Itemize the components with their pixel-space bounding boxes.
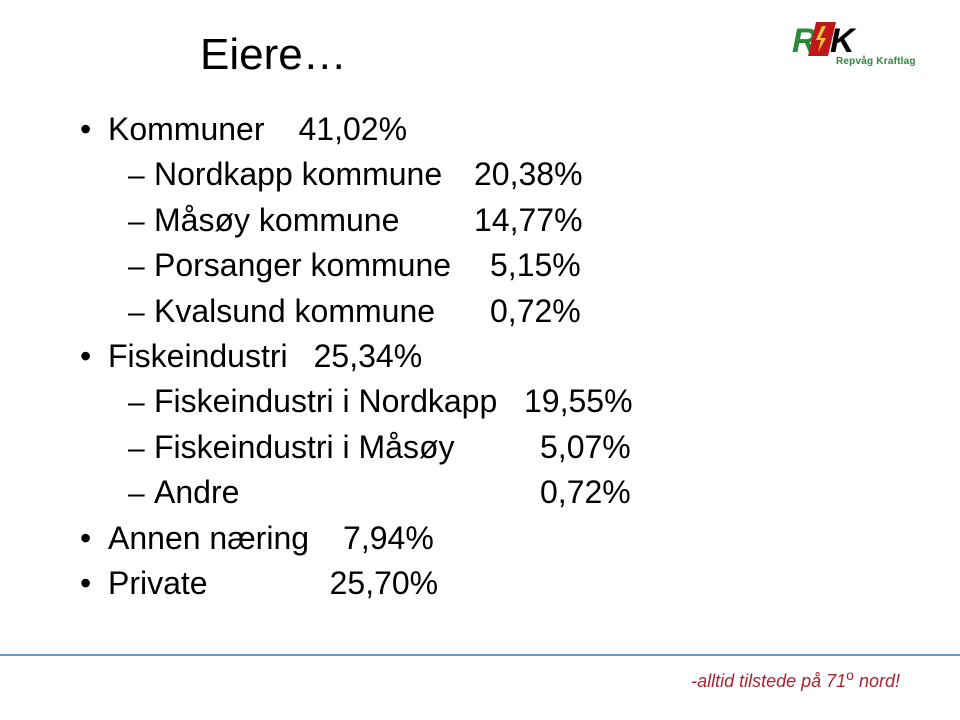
dash-icon: –: [128, 383, 154, 424]
item-value: 0,72%: [540, 471, 631, 514]
logo-company-name: Repvåg Kraftlag: [836, 56, 916, 67]
logo-svg: R K: [792, 20, 932, 80]
item-value: 0,72%: [490, 290, 581, 333]
dash-icon: –: [128, 156, 154, 197]
group-total: 25,70%: [330, 562, 439, 605]
item-label: Fiskeindustri i Måsøy: [154, 426, 540, 469]
list-item: – Fiskeindustri i Nordkapp 19,55%: [128, 380, 900, 424]
item-label: Kvalsund kommune: [154, 290, 490, 333]
list-item: – Nordkapp kommune 20,38%: [128, 153, 900, 197]
degree-symbol: o: [846, 667, 854, 683]
dash-icon: –: [128, 247, 154, 288]
dash-icon: –: [128, 474, 154, 515]
group-total: 7,94%: [343, 517, 434, 560]
list-item: – Fiskeindustri i Måsøy 5,07%: [128, 426, 900, 470]
item-label: Andre: [154, 471, 540, 514]
item-label: Porsanger kommune: [154, 244, 490, 287]
item-value: 20,38%: [474, 153, 583, 196]
list-item: – Andre 0,72%: [128, 471, 900, 515]
item-value: 5,07%: [540, 426, 631, 469]
tagline-prefix: -alltid tilstede på 71: [691, 671, 846, 691]
slide: R K Repvåg Kraftlag Eiere… • Kommuner 41…: [0, 0, 960, 720]
footer-tagline: -alltid tilstede på 71o nord!: [691, 667, 900, 692]
bullet-icon: •: [80, 335, 108, 378]
group-label: Private: [108, 562, 208, 605]
bullet-icon: •: [80, 562, 108, 605]
group-total: 25,34%: [314, 335, 423, 378]
group-private: • Private 25,70%: [80, 562, 900, 605]
bullet-icon: •: [80, 108, 108, 151]
bullet-icon: •: [80, 517, 108, 560]
item-label: Måsøy kommune: [154, 199, 474, 242]
company-logo: R K Repvåg Kraftlag: [792, 20, 932, 80]
slide-content: • Kommuner 41,02% – Nordkapp kommune 20,…: [80, 108, 900, 605]
dash-icon: –: [128, 429, 154, 470]
dash-icon: –: [128, 293, 154, 334]
tagline-suffix: nord!: [854, 671, 900, 691]
group-fiskeindustri: • Fiskeindustri 25,34%: [80, 335, 900, 378]
group-label: Kommuner: [108, 108, 265, 151]
group-label: Annen næring: [108, 517, 309, 560]
item-value: 14,77%: [474, 199, 583, 242]
dash-icon: –: [128, 202, 154, 243]
group-annen: • Annen næring 7,94%: [80, 517, 900, 560]
logo-letter-k: K: [830, 22, 857, 60]
item-label: Fiskeindustri i Nordkapp: [154, 380, 524, 423]
group-total: 41,02%: [299, 108, 408, 151]
group-kommuner: • Kommuner 41,02%: [80, 108, 900, 151]
list-item: – Porsanger kommune 5,15%: [128, 244, 900, 288]
list-item: – Måsøy kommune 14,77%: [128, 199, 900, 243]
list-item: – Kvalsund kommune 0,72%: [128, 290, 900, 334]
item-value: 19,55%: [524, 380, 633, 423]
footer-divider: [0, 654, 960, 656]
item-label: Nordkapp kommune: [154, 153, 474, 196]
item-value: 5,15%: [490, 244, 581, 287]
group-label: Fiskeindustri: [108, 335, 288, 378]
